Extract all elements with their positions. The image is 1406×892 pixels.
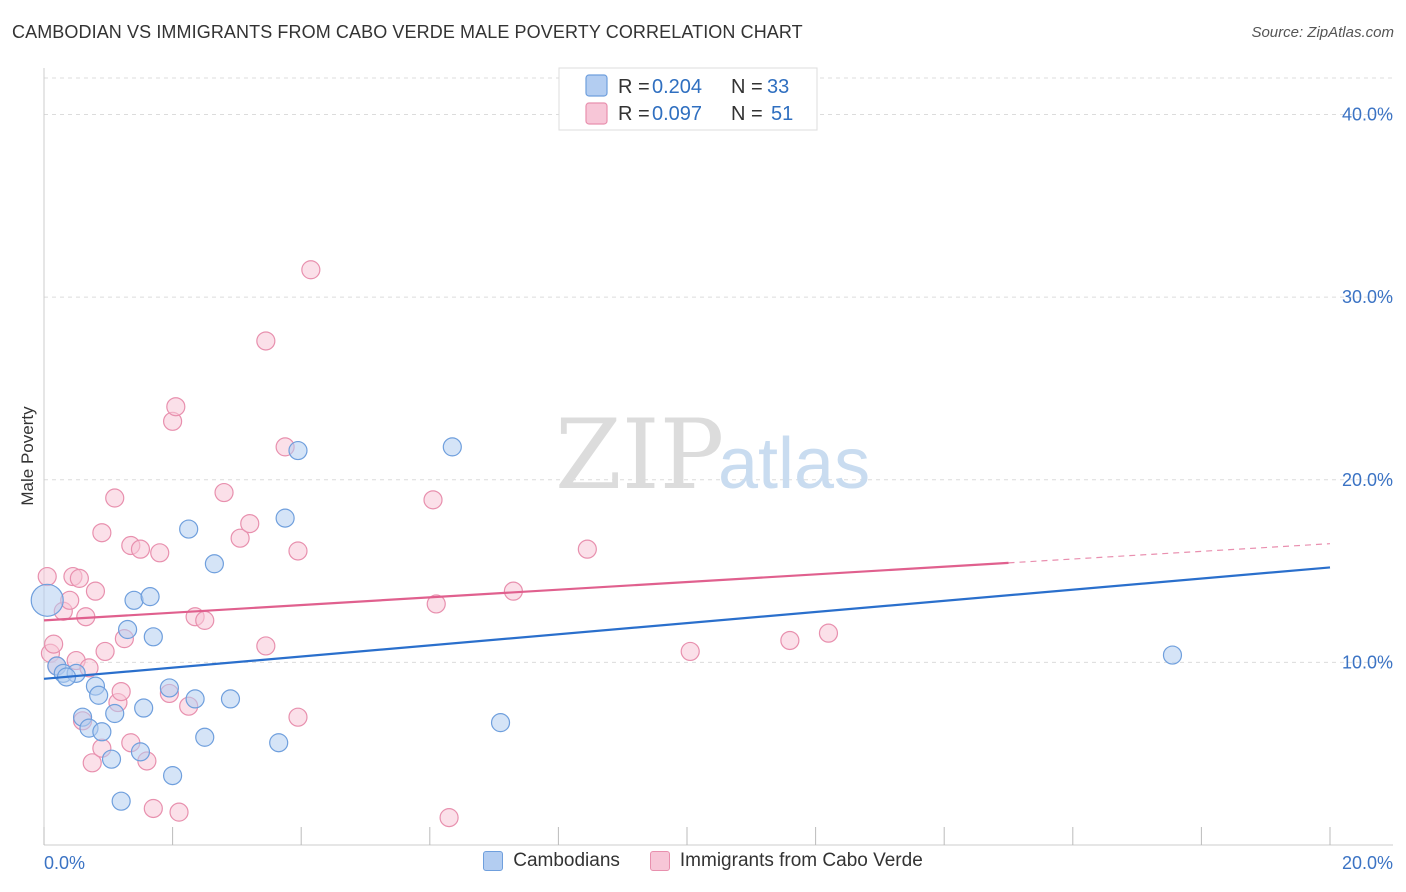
point-cabo-verde-13	[85, 581, 106, 601]
y-tick-label-30: 30.0%	[1342, 287, 1393, 307]
point-cabo-verde-12	[82, 753, 102, 773]
point-cabo-verde-25	[143, 798, 163, 819]
legend-r-value-1: 0.097	[652, 103, 702, 125]
legend-r-value-0: 0.204	[652, 76, 702, 98]
x-tick-label-min: 0.0%	[44, 853, 85, 873]
point-cambodians-25	[220, 689, 241, 709]
trend-lines	[43, 543, 1331, 680]
y-tick-label-10: 10.0%	[1342, 652, 1393, 672]
point-cabo-verde-30	[169, 802, 189, 822]
point-cambodians-17	[140, 587, 160, 607]
legend-n-label-1: N =	[731, 103, 763, 125]
point-cabo-verde-38	[256, 636, 276, 656]
point-cambodians-27	[275, 508, 295, 528]
series-swatch-cabo-verde	[649, 851, 670, 871]
point-cambodians-11	[105, 703, 125, 724]
point-cabo-verde-48	[680, 641, 700, 662]
point-cabo-verde-8	[69, 568, 89, 588]
series-legend-item-cabo-verde: Immigrants from Cabo Verde	[649, 850, 923, 872]
point-cambodians-22	[185, 689, 205, 709]
point-cambodians-19	[159, 678, 179, 698]
watermark-zip-text: ZIP	[555, 399, 724, 511]
legend-n-label-0: N =	[731, 76, 763, 98]
x-tick-label-max: 20.0%	[1342, 853, 1393, 873]
point-cabo-verde-49	[780, 630, 800, 651]
legend-swatch-cambodians	[585, 74, 608, 97]
series-legend-label-cabo-verde: Immigrants from Cabo Verde	[679, 850, 923, 871]
point-cambodians-23	[195, 727, 215, 747]
y-tick-label-20: 20.0%	[1342, 470, 1393, 490]
point-cambodians-29	[442, 437, 462, 457]
point-cambodians-20	[163, 766, 183, 786]
point-cabo-verde-42	[301, 260, 321, 280]
point-cambodians-31	[1162, 645, 1183, 665]
watermark: ZIP atlas	[555, 399, 870, 511]
point-cabo-verde-0	[37, 566, 57, 587]
trend-line-cabo-verde	[43, 561, 1009, 622]
point-cabo-verde-15	[92, 523, 112, 543]
trend-line-cambodians	[43, 566, 1331, 680]
chart-title: CAMBODIAN VS IMMIGRANTS FROM CABO VERDE …	[12, 22, 803, 42]
point-cambodians-16	[134, 698, 154, 718]
point-cambodians-30	[490, 713, 511, 733]
trend-line-extension-cabo-verde	[1008, 543, 1331, 564]
point-cambodians-13	[117, 619, 138, 640]
point-cambodians-18	[143, 627, 163, 647]
point-cambodians-14	[124, 590, 144, 610]
point-cabo-verde-2	[44, 634, 64, 654]
point-cabo-verde-33	[195, 610, 215, 630]
point-cambodians-0	[30, 583, 64, 617]
axes	[43, 68, 1393, 846]
point-cambodians-28	[288, 440, 308, 461]
legend-n-value-0: 33	[767, 76, 789, 98]
point-cabo-verde-23	[130, 539, 151, 559]
point-cabo-verde-26	[150, 543, 170, 563]
point-cambodians-21	[179, 519, 199, 539]
series-swatch-cambodians	[483, 851, 504, 871]
point-cambodians-15	[130, 742, 151, 762]
legend-n-value-1: 51	[771, 103, 793, 125]
point-cabo-verde-19	[111, 681, 131, 702]
point-cambodians-8	[89, 685, 109, 705]
watermark-atlas-text: atlas	[718, 424, 870, 504]
series-legend-label-cambodians: Cambodians	[513, 850, 620, 871]
point-cabo-verde-41	[288, 707, 308, 727]
point-cabo-verde-45	[439, 808, 459, 828]
series-legend: Cambodians Immigrants from Cabo Verde	[0, 850, 1406, 872]
legend-r-label-0: R =	[618, 76, 650, 98]
point-cabo-verde-17	[105, 488, 125, 508]
point-cabo-verde-35	[230, 528, 250, 548]
point-cambodians-26	[269, 733, 289, 753]
point-cabo-verde-43	[423, 490, 443, 510]
point-cabo-verde-40	[288, 541, 308, 561]
point-cambodians-24	[204, 554, 224, 574]
data-points	[30, 260, 1183, 828]
point-cabo-verde-29	[166, 397, 186, 417]
chart-source: Source: ZipAtlas.com	[1251, 24, 1394, 41]
point-cabo-verde-44	[426, 594, 446, 614]
legend-swatch-cabo-verde	[585, 102, 608, 125]
legend-r-label-1: R =	[618, 103, 650, 125]
point-cabo-verde-36	[240, 513, 260, 534]
point-cabo-verde-50	[818, 623, 839, 643]
y-tick-label-40: 40.0%	[1342, 105, 1393, 125]
point-cabo-verde-47	[577, 539, 597, 559]
tick-labels: 10.0% 20.0% 30.0% 40.0% 0.0% 20.0%	[44, 105, 1393, 873]
point-cabo-verde-34	[214, 482, 234, 503]
point-cabo-verde-37	[256, 331, 276, 351]
series-legend-item-cambodians: Cambodians	[483, 850, 620, 872]
point-cambodians-12	[111, 791, 131, 811]
point-cabo-verde-16	[95, 641, 115, 662]
point-cambodians-9	[92, 722, 112, 742]
grid-lines	[44, 77, 1393, 663]
point-cambodians-10	[101, 749, 122, 769]
correlation-legend: R = 0.204 N = 33 R = 0.097 N = 51	[558, 67, 818, 131]
